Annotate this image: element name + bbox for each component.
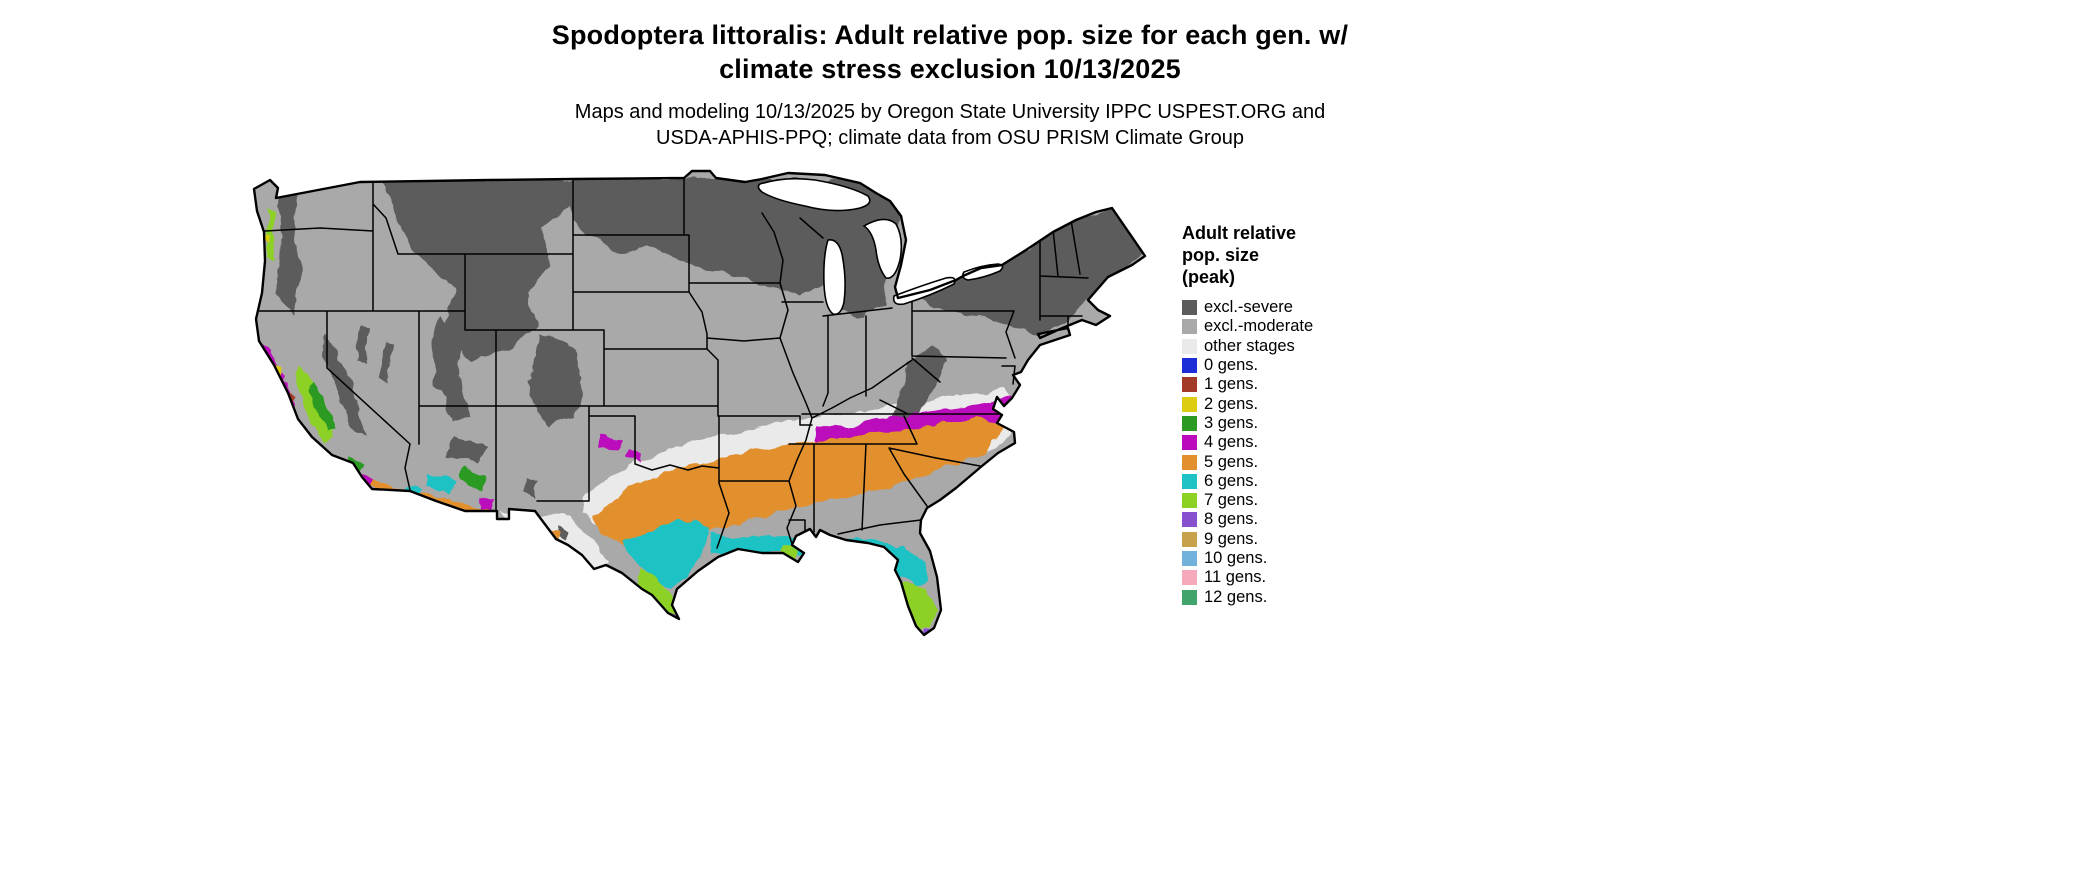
legend-swatch xyxy=(1182,551,1197,566)
legend-item: 12 gens. xyxy=(1182,587,1412,606)
legend-label: 12 gens. xyxy=(1204,587,1268,606)
legend-label: 11 gens. xyxy=(1204,568,1267,587)
us-map xyxy=(240,168,1160,660)
legend-item: excl.-moderate xyxy=(1182,317,1412,336)
legend-swatch xyxy=(1182,338,1197,354)
great-lakes xyxy=(757,177,1004,316)
page-title: Spodoptera littoralis: Adult relative po… xyxy=(551,20,1349,84)
legend-label: excl.-severe xyxy=(1204,298,1293,317)
legend-swatch xyxy=(1182,300,1197,316)
legend-label: 8 gens. xyxy=(1204,510,1259,529)
legend-swatch xyxy=(1182,493,1197,509)
zone-4-gens xyxy=(260,344,1018,510)
us-outline xyxy=(252,169,1147,637)
legend-label: 0 gens. xyxy=(1204,356,1259,375)
legend-item: excl.-severe xyxy=(1182,298,1412,317)
legend-item: 0 gens. xyxy=(1182,356,1412,375)
legend-swatch xyxy=(1182,473,1197,489)
legend-item: 10 gens. xyxy=(1182,549,1412,568)
legend-label: excl.-moderate xyxy=(1204,317,1314,336)
legend-label: 1 gens. xyxy=(1204,375,1259,394)
legend-item: 2 gens. xyxy=(1182,394,1412,413)
legend-item: 9 gens. xyxy=(1182,530,1412,549)
legend-swatch xyxy=(1182,570,1197,586)
legend-item: 6 gens. xyxy=(1182,472,1412,491)
legend-item: 11 gens. xyxy=(1182,568,1412,587)
legend-item: 4 gens. xyxy=(1182,433,1412,452)
page-subtitle: Maps and modeling 10/13/2025 by Oregon S… xyxy=(574,101,1326,149)
legend-label: 5 gens. xyxy=(1204,452,1259,471)
legend-swatch xyxy=(1182,454,1197,470)
legend-swatch xyxy=(1182,531,1197,547)
zone-6-gens xyxy=(402,474,928,588)
legend-item: 7 gens. xyxy=(1182,491,1412,510)
legend-label: 7 gens. xyxy=(1204,491,1259,510)
legend-item: other stages xyxy=(1182,337,1412,356)
legend-label: 9 gens. xyxy=(1204,529,1259,548)
legend-item: 1 gens. xyxy=(1182,375,1412,394)
legend-label: 6 gens. xyxy=(1204,471,1259,490)
zone-5-gens xyxy=(336,418,1005,556)
header: Spodoptera littoralis: Adult relative po… xyxy=(0,18,1900,151)
legend-swatch xyxy=(1182,377,1197,393)
zone-8-gens xyxy=(664,610,932,635)
legend-swatch xyxy=(1182,589,1197,605)
legend-items: excl.-severe excl.-moderate other stages… xyxy=(1182,298,1412,607)
legend-label: 2 gens. xyxy=(1204,394,1259,413)
legend-item: 8 gens. xyxy=(1182,510,1412,529)
legend-label: 4 gens. xyxy=(1204,433,1259,452)
legend-swatch xyxy=(1182,396,1197,412)
legend-swatch xyxy=(1182,319,1197,335)
legend-item: 5 gens. xyxy=(1182,452,1412,471)
legend-swatch xyxy=(1182,415,1197,431)
legend: Adult relative pop. size (peak) excl.-se… xyxy=(1182,222,1412,607)
legend-swatch xyxy=(1182,435,1197,451)
legend-label: other stages xyxy=(1204,336,1295,355)
legend-label: 3 gens. xyxy=(1204,413,1259,432)
legend-swatch xyxy=(1182,358,1197,374)
zone-0-gens xyxy=(932,636,940,642)
zone-excl-severe xyxy=(278,178,1143,542)
legend-title: Adult relative pop. size (peak) xyxy=(1182,223,1297,287)
legend-label: 10 gens. xyxy=(1204,549,1268,567)
us-map-svg xyxy=(252,169,1147,642)
legend-swatch xyxy=(1182,512,1197,528)
legend-item: 3 gens. xyxy=(1182,414,1412,433)
